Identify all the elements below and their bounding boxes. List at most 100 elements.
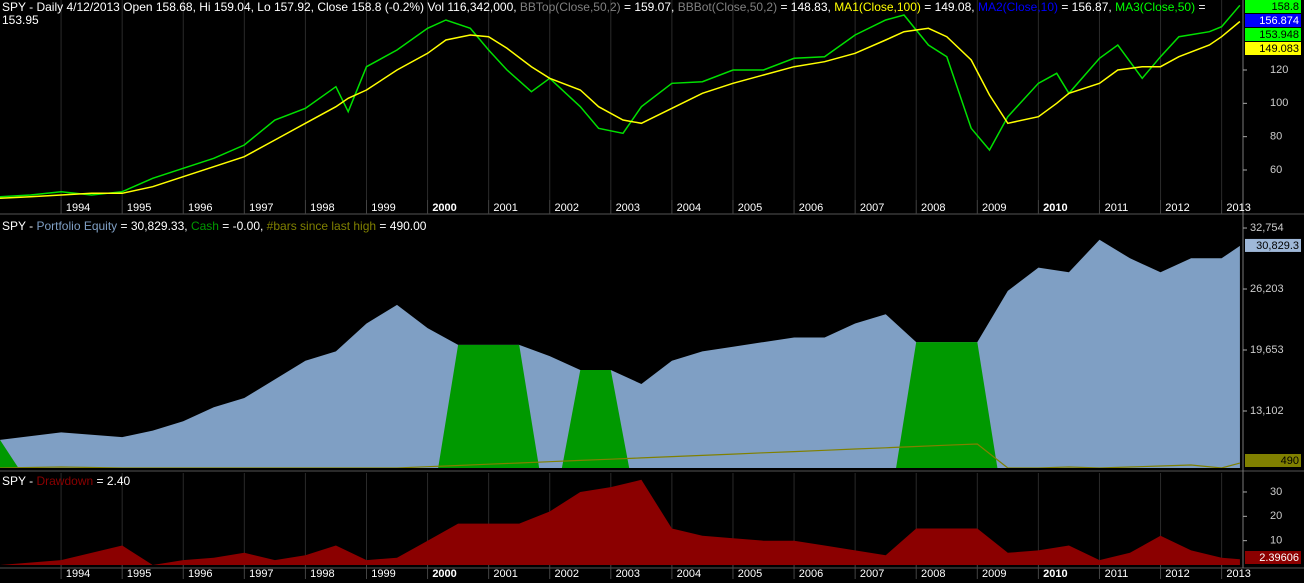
legend-name: BBTop(Close,50,2) xyxy=(519,0,621,14)
x-tick-label: 1999 xyxy=(371,202,395,214)
x-tick-label: 2000 xyxy=(432,202,456,214)
y-tick-label: 80 xyxy=(1270,131,1282,143)
x-tick-label: 2010 xyxy=(1043,202,1067,214)
legend-name: Portfolio Equity xyxy=(36,219,118,233)
x-tick-label: 2009 xyxy=(982,568,1006,580)
y-tick-label: 100 xyxy=(1270,97,1288,109)
legend-reading: = 159.07, xyxy=(623,0,675,14)
x-tick-label: 2010 xyxy=(1043,568,1067,580)
x-tick-label: 2009 xyxy=(982,202,1006,214)
x-tick-label: 1995 xyxy=(127,202,151,214)
legend-name: Drawdown xyxy=(36,474,94,488)
x-tick-label: 2011 xyxy=(1105,202,1129,214)
value-tag-label: 153.948 xyxy=(1259,29,1299,41)
x-tick-label: 1997 xyxy=(249,202,273,214)
y-tick-label: 19,653 xyxy=(1250,344,1284,356)
x-tick-label: 1995 xyxy=(127,568,151,580)
value-tag-label: 149.083 xyxy=(1259,43,1299,55)
value-tag-label: 2.39606 xyxy=(1259,552,1299,564)
legend-name: #bars since last high xyxy=(266,219,377,233)
x-tick-label: 2011 xyxy=(1105,568,1129,580)
price-line xyxy=(0,4,1241,198)
indicator-line xyxy=(0,20,1241,200)
x-tick-label: 2007 xyxy=(860,568,884,580)
legend-reading: = 30,829.33, xyxy=(120,219,188,233)
pane-title: SPY - Daily 4/12/2013 Open 158.68, Hi 15… xyxy=(2,0,517,14)
x-tick-label: 1999 xyxy=(371,568,395,580)
x-tick-label: 2004 xyxy=(677,568,701,580)
x-tick-label: 2013 xyxy=(1226,202,1250,214)
x-tick-label: 2000 xyxy=(432,568,456,580)
x-tick-label: 2004 xyxy=(677,202,701,214)
x-tick-label: 2005 xyxy=(738,202,762,214)
x-tick-label: 2001 xyxy=(493,202,517,214)
series-line xyxy=(0,443,1241,468)
legend-name: MA3(Close,50) xyxy=(1115,0,1196,14)
axis-strip xyxy=(1243,0,1304,583)
y-tick-label: 32,754 xyxy=(1250,222,1284,234)
y-tick-label: 26,203 xyxy=(1250,283,1284,295)
value-tag xyxy=(1245,28,1301,41)
x-tick-label: 1998 xyxy=(310,568,334,580)
pane xyxy=(0,473,1240,565)
x-tick-label: 2012 xyxy=(1165,202,1189,214)
y-tick-label: 10 xyxy=(1270,535,1282,547)
y-tick-label: 120 xyxy=(1270,64,1288,76)
pane-header: SPY - Portfolio Equity = 30,829.33, Cash… xyxy=(2,220,1238,233)
legend-name: MA1(Close,100) xyxy=(834,0,921,14)
y-tick-label: 30 xyxy=(1270,486,1282,498)
legend-name: BBBot(Close,50,2) xyxy=(677,0,778,14)
legend-reading: = 490.00 xyxy=(379,219,427,233)
pane xyxy=(0,239,1241,468)
value-tag xyxy=(1245,454,1301,467)
x-tick-label: 1994 xyxy=(66,568,90,580)
legend-reading: = 2.40 xyxy=(96,474,131,488)
x-tick-label: 2008 xyxy=(921,568,945,580)
y-tick-label: 13,102 xyxy=(1250,405,1284,417)
x-tick-label: 2001 xyxy=(493,568,517,580)
x-tick-label: 2006 xyxy=(799,202,823,214)
y-tick-label: 60 xyxy=(1270,164,1282,176)
legend-reading: = 148.83, xyxy=(780,0,831,14)
value-tag-label: 30,829.3 xyxy=(1256,240,1299,252)
value-tag xyxy=(1245,14,1301,27)
pane xyxy=(0,0,1241,200)
value-tag xyxy=(1245,0,1301,13)
pane-title: SPY - xyxy=(2,474,34,488)
value-tag-label: 156.874 xyxy=(1259,15,1299,27)
series-area xyxy=(0,342,1240,468)
value-tag xyxy=(1245,551,1301,564)
legend-name: MA2(Close,10) xyxy=(977,0,1058,14)
x-tick-label: 2002 xyxy=(554,202,578,214)
x-tick-label: 2003 xyxy=(616,568,640,580)
pane-header: SPY - Drawdown = 2.40 xyxy=(2,475,1238,488)
value-tag-label: 490 xyxy=(1281,455,1299,467)
x-tick-label: 2005 xyxy=(738,568,762,580)
value-tag xyxy=(1245,42,1301,55)
x-tick-label: 2007 xyxy=(860,202,884,214)
x-tick-label: 2006 xyxy=(799,568,823,580)
x-tick-label: 2012 xyxy=(1165,568,1189,580)
series-area xyxy=(0,479,1240,565)
x-tick-label: 1996 xyxy=(188,202,212,214)
x-tick-label: 2002 xyxy=(554,568,578,580)
x-tick-label: 1994 xyxy=(66,202,90,214)
x-tick-label: 1996 xyxy=(188,568,212,580)
legend-reading: = 149.08, xyxy=(924,0,975,14)
legend-reading: = 153.95 xyxy=(2,0,1206,27)
legend-reading: = 156.87, xyxy=(1061,0,1112,14)
x-tick-label: 1997 xyxy=(249,568,273,580)
x-tick-label: 2008 xyxy=(921,202,945,214)
value-tag-label: 158.8 xyxy=(1271,1,1299,13)
legend-reading: = -0.00, xyxy=(222,219,264,233)
legend-name: Cash xyxy=(190,219,219,233)
x-tick-label: 1998 xyxy=(310,202,334,214)
value-tag xyxy=(1245,238,1301,252)
pane-title: SPY - xyxy=(2,219,34,233)
x-tick-label: 2013 xyxy=(1226,568,1250,580)
x-tick-label: 2003 xyxy=(616,202,640,214)
y-tick-label: 20 xyxy=(1270,510,1282,522)
pane-header: SPY - Daily 4/12/2013 Open 158.68, Hi 15… xyxy=(2,1,1238,27)
